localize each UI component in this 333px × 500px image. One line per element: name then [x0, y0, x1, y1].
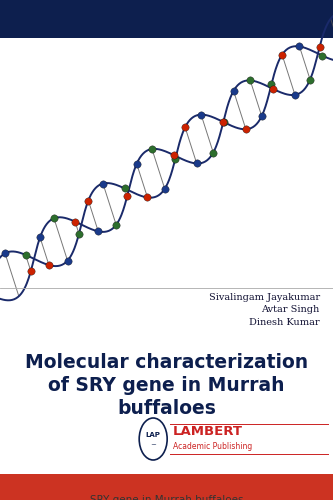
- Point: [279, 50, 285, 58]
- Point: [182, 124, 188, 132]
- Point: [23, 251, 28, 259]
- Point: [149, 145, 155, 153]
- Point: [297, 42, 302, 50]
- Point: [114, 221, 119, 229]
- Text: LAP: LAP: [146, 432, 161, 438]
- Point: [65, 256, 70, 264]
- Point: [248, 76, 253, 84]
- Text: Molecular characterization
of SRY gene in Murrah
buffaloes: Molecular characterization of SRY gene i…: [25, 353, 308, 418]
- Text: ~: ~: [150, 442, 156, 448]
- Text: LAMBERT: LAMBERT: [173, 425, 243, 438]
- Point: [172, 155, 178, 163]
- Circle shape: [139, 418, 167, 460]
- Text: SRY gene in Murrah buffaloes: SRY gene in Murrah buffaloes: [90, 496, 243, 500]
- Point: [72, 218, 78, 226]
- Point: [76, 230, 82, 238]
- Point: [243, 125, 248, 133]
- Text: Sivalingam Jayakumar
Avtar Singh
Dinesh Kumar: Sivalingam Jayakumar Avtar Singh Dinesh …: [208, 293, 320, 327]
- Point: [194, 160, 199, 168]
- Point: [317, 43, 322, 51]
- Point: [162, 185, 167, 193]
- Point: [37, 234, 43, 241]
- Point: [221, 118, 226, 126]
- Point: [269, 80, 274, 88]
- Point: [145, 194, 150, 202]
- Point: [221, 118, 226, 126]
- Point: [134, 160, 139, 168]
- Point: [320, 52, 325, 60]
- Point: [210, 148, 216, 156]
- Text: Academic Publishing: Academic Publishing: [173, 442, 252, 451]
- Point: [171, 151, 177, 159]
- FancyBboxPatch shape: [0, 474, 333, 500]
- Point: [307, 76, 313, 84]
- Point: [51, 214, 57, 222]
- Point: [198, 110, 204, 118]
- Point: [86, 196, 91, 204]
- Point: [292, 91, 298, 99]
- Point: [231, 87, 236, 95]
- Point: [270, 85, 276, 93]
- Point: [2, 249, 8, 257]
- Point: [100, 180, 106, 188]
- Point: [125, 192, 130, 200]
- Point: [122, 184, 127, 192]
- FancyBboxPatch shape: [0, 0, 333, 38]
- Point: [28, 267, 34, 275]
- Point: [96, 228, 101, 235]
- Point: [259, 112, 264, 120]
- Point: [46, 261, 52, 269]
